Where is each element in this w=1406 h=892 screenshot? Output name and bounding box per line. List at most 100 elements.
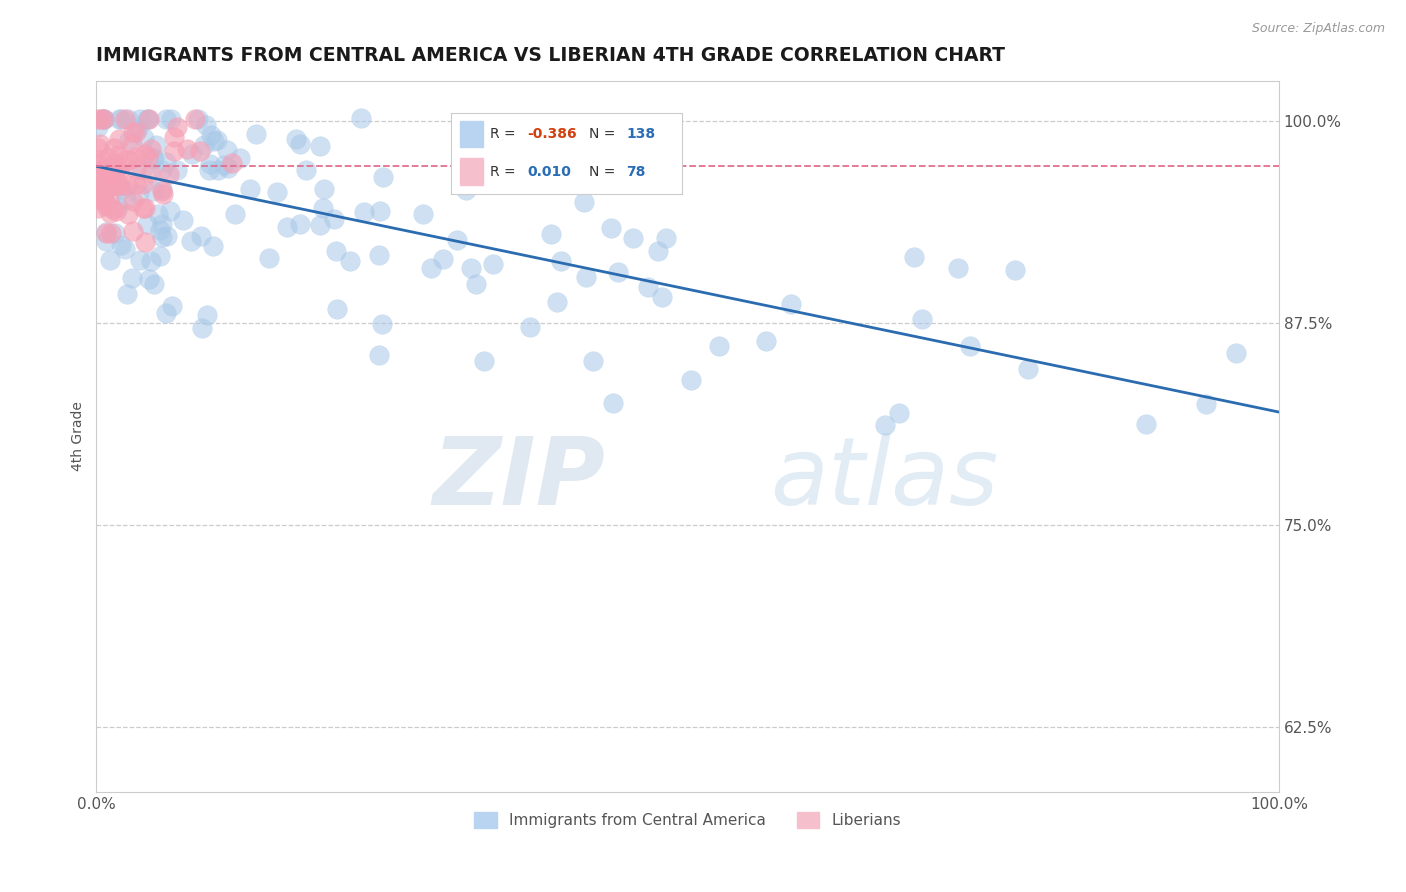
Point — [105, 160, 128, 174]
Point — [889, 406, 911, 420]
Point — [152, 186, 174, 201]
Point — [134, 235, 156, 250]
Point — [257, 251, 280, 265]
Point — [93, 161, 115, 175]
Point — [239, 182, 262, 196]
Point — [97, 150, 120, 164]
Point — [184, 112, 207, 127]
Point — [134, 147, 156, 161]
Point — [156, 229, 179, 244]
Point — [284, 132, 307, 146]
Point — [540, 167, 562, 181]
Point — [96, 198, 118, 212]
Point — [136, 112, 159, 127]
Point — [132, 177, 155, 191]
Point — [654, 231, 676, 245]
Point — [1195, 397, 1218, 411]
Point — [124, 162, 146, 177]
Point — [101, 202, 124, 216]
Point — [195, 308, 218, 322]
Point — [108, 132, 131, 146]
Point — [94, 181, 117, 195]
Point — [600, 221, 623, 235]
Point — [679, 373, 702, 387]
Point — [202, 134, 225, 148]
Point — [104, 227, 127, 241]
Point — [325, 244, 347, 259]
Point — [125, 125, 148, 139]
Point — [87, 181, 110, 195]
Point — [149, 223, 172, 237]
Point — [709, 339, 731, 353]
Point — [103, 169, 125, 183]
Point — [131, 162, 153, 177]
Point — [108, 165, 131, 179]
Point — [142, 152, 165, 166]
Point — [142, 185, 165, 199]
Point — [89, 163, 111, 178]
Point — [465, 277, 488, 292]
Point — [911, 311, 934, 326]
Point — [172, 212, 194, 227]
Point — [160, 299, 183, 313]
Point — [117, 133, 139, 147]
Point — [100, 226, 122, 240]
Point — [107, 178, 129, 192]
Point — [325, 302, 347, 317]
Point — [93, 112, 115, 127]
Point — [353, 205, 375, 219]
Point — [420, 261, 443, 276]
Point — [188, 144, 211, 158]
Point — [217, 144, 239, 158]
Point — [124, 177, 146, 191]
Point — [143, 277, 166, 291]
Point — [288, 217, 311, 231]
Point — [519, 320, 541, 334]
Point — [623, 231, 645, 245]
Point — [90, 192, 112, 206]
Point — [266, 185, 288, 199]
Point — [456, 183, 478, 197]
Point — [180, 146, 202, 161]
Point — [97, 193, 120, 207]
Point — [155, 306, 177, 320]
Point — [114, 243, 136, 257]
Point — [138, 272, 160, 286]
Point — [582, 353, 605, 368]
Point — [574, 269, 596, 284]
Point — [194, 119, 217, 133]
Point — [107, 148, 129, 162]
Point — [142, 151, 165, 165]
Point — [202, 239, 225, 253]
Point — [128, 186, 150, 201]
Point — [86, 201, 108, 215]
Point — [187, 112, 209, 127]
Point — [93, 112, 115, 127]
Point — [132, 201, 155, 215]
Point — [371, 170, 394, 185]
Point — [122, 194, 145, 208]
Point — [163, 144, 186, 158]
Point — [207, 162, 229, 177]
Point — [108, 179, 131, 194]
Point — [94, 234, 117, 248]
Point — [134, 201, 156, 215]
Point — [149, 249, 172, 263]
Point — [103, 157, 125, 171]
Point — [228, 151, 250, 165]
Point — [540, 227, 562, 241]
Point — [309, 218, 332, 232]
Point — [138, 112, 160, 127]
Point — [550, 254, 572, 268]
Point — [139, 254, 162, 268]
Point — [946, 260, 969, 275]
Point — [180, 234, 202, 248]
Point — [602, 396, 624, 410]
Point — [93, 194, 115, 209]
Point — [1135, 417, 1157, 432]
Point — [371, 317, 394, 331]
Point — [150, 182, 173, 196]
Point — [1225, 346, 1247, 360]
Point — [547, 295, 569, 310]
Point — [651, 290, 673, 304]
